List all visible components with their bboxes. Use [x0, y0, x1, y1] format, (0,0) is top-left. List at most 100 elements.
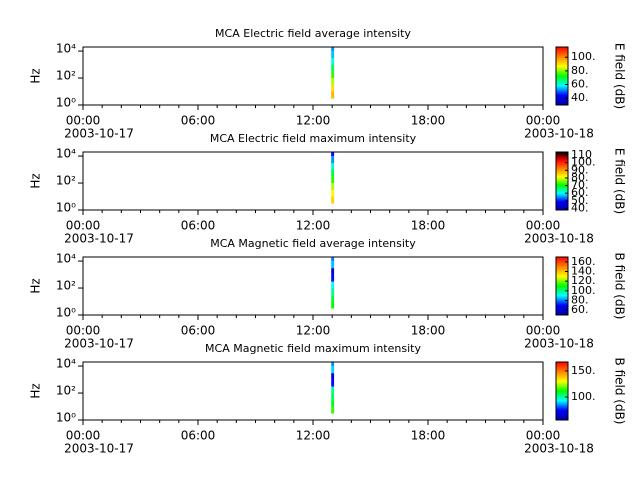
spectrogram-cell: [331, 91, 335, 99]
spectrogram-cell: [331, 288, 335, 296]
y-tick-label: 10⁴: [56, 147, 76, 161]
colorbar-tick-label: 80.: [571, 64, 589, 77]
colorbar-tick-label: 80.: [571, 171, 589, 184]
colorbar: [555, 46, 569, 106]
colorbar-tick-label: 60.: [571, 303, 589, 316]
y-tick-label: 10⁴: [56, 42, 76, 56]
y-tick-label: 10⁰: [56, 306, 76, 320]
colorbar: [555, 361, 569, 421]
spectrogram-cell: [331, 71, 335, 79]
x-tick-label: 18:00: [411, 114, 446, 128]
spectrogram-cell: [331, 268, 335, 275]
colorbar-tick-label: 110: [571, 148, 592, 161]
x-tick-label: 12:00: [296, 114, 331, 128]
x-date-label: 2003-10-17: [64, 127, 134, 141]
spectrogram-cell: [331, 47, 335, 52]
y-tick-label: 10²: [56, 279, 76, 293]
x-date-label: 2003-10-17: [64, 232, 134, 246]
x-date-label: 2003-10-17: [64, 442, 134, 456]
spectrogram-cell: [331, 156, 335, 164]
spectrogram-cell: [331, 163, 335, 170]
x-tick-label: 18:00: [411, 324, 446, 338]
x-date-label: 2003-10-17: [64, 337, 134, 351]
spectrogram-cell: [331, 183, 335, 191]
spectrogram-cell: [331, 58, 335, 65]
x-tick-label: 12:00: [296, 429, 331, 443]
spectrogram-cell: [331, 386, 335, 394]
spectrogram-cell: [331, 261, 335, 269]
x-tick-label: 06:00: [181, 324, 216, 338]
spectrogram-cell: [331, 78, 335, 86]
x-date-label: 2003-10-18: [524, 232, 594, 246]
spectrogram-cell: [331, 64, 335, 72]
spectrogram-cell: [331, 169, 335, 177]
axes-frame: [82, 46, 544, 106]
colorbar-tick-label: 40.: [571, 201, 589, 214]
spectrogram-cell: [331, 152, 335, 157]
colorbar-tick-label: 100.: [571, 390, 596, 403]
x-tick-label: 06:00: [181, 429, 216, 443]
panel-title: MCA Electric field average intensity: [215, 27, 411, 40]
colorbar: [555, 151, 569, 211]
spectrogram-cell: [331, 393, 335, 401]
x-tick-label: 00:00: [526, 324, 561, 338]
spectrogram-cell: [331, 301, 335, 309]
colorbar-tick-label: 100.: [571, 50, 596, 63]
axes-frame: [82, 256, 544, 316]
y-tick-label: 10⁰: [56, 96, 76, 110]
colorbar-tick-label: 50.: [571, 194, 589, 207]
colorbar-tick-label: 120.: [571, 274, 596, 287]
axes-frame: [82, 151, 544, 211]
y-tick-label: 10²: [56, 174, 76, 188]
y-axis-label: Hz: [29, 383, 43, 398]
spectrogram-cell: [331, 85, 335, 92]
spectrogram-cell: [331, 379, 335, 387]
y-tick-label: 10⁴: [56, 252, 76, 266]
colorbar-label: E field (dB): [613, 43, 627, 109]
x-tick-label: 00:00: [526, 219, 561, 233]
colorbar-label: B field (dB): [613, 253, 627, 320]
spectrogram-cell: [331, 190, 335, 197]
spectrogram-cell: [331, 176, 335, 184]
colorbar-tick-label: 160.: [571, 255, 596, 268]
spectrogram-cell: [331, 257, 335, 262]
colorbar-tick-label: 40.: [571, 91, 589, 104]
y-tick-label: 10⁰: [56, 201, 76, 215]
y-tick-label: 10²: [56, 69, 76, 83]
colorbar-tick-label: 60.: [571, 78, 589, 91]
x-tick-label: 06:00: [181, 219, 216, 233]
x-tick-label: 18:00: [411, 429, 446, 443]
colorbar-label: B field (dB): [613, 358, 627, 425]
spectrogram-cell: [331, 295, 335, 302]
y-axis-label: Hz: [29, 173, 43, 188]
y-tick-label: 10²: [56, 384, 76, 398]
x-tick-label: 00:00: [66, 324, 101, 338]
spectrogram-cell: [331, 274, 335, 282]
colorbar-tick-label: 100.: [571, 156, 596, 169]
spectrogram-cell: [331, 196, 335, 204]
axes-frame: [82, 361, 544, 421]
y-tick-label: 10⁴: [56, 357, 76, 371]
x-tick-label: 12:00: [296, 219, 331, 233]
panel-title: MCA Magnetic field average intensity: [210, 237, 416, 250]
spectrogram-cell: [331, 366, 335, 374]
colorbar-label: E field (dB): [613, 148, 627, 214]
x-tick-label: 00:00: [66, 429, 101, 443]
colorbar-tick-label: 70.: [571, 179, 589, 192]
spectrogram-cell: [331, 400, 335, 407]
x-tick-label: 18:00: [411, 219, 446, 233]
colorbar: [555, 256, 569, 316]
x-tick-label: 00:00: [66, 219, 101, 233]
spectrogram-cell: [331, 406, 335, 414]
colorbar-tick-label: 90.: [571, 163, 589, 176]
x-tick-label: 00:00: [526, 429, 561, 443]
panel-title: MCA Electric field maximum intensity: [210, 132, 417, 145]
x-tick-label: 12:00: [296, 324, 331, 338]
x-tick-label: 00:00: [526, 114, 561, 128]
spectrogram-cell: [331, 281, 335, 289]
x-date-label: 2003-10-18: [524, 337, 594, 351]
spectrogram-cell: [331, 362, 335, 367]
x-date-label: 2003-10-18: [524, 442, 594, 456]
spectrogram-cell: [331, 373, 335, 380]
